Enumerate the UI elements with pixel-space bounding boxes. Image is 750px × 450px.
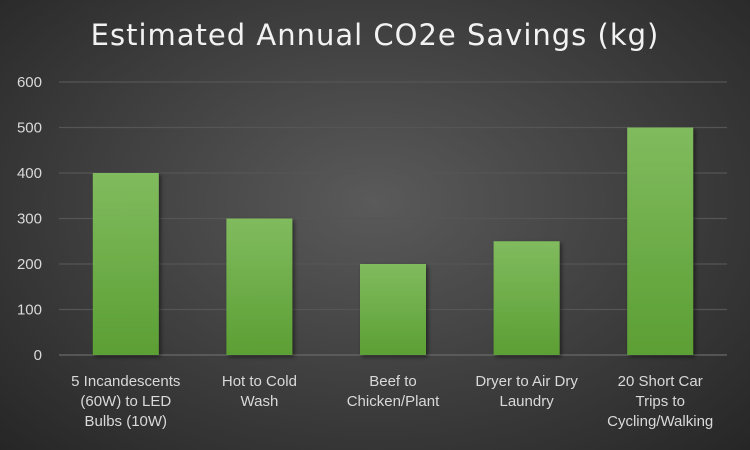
bar bbox=[226, 218, 293, 355]
x-category-label: Cycling/Walking bbox=[607, 413, 713, 430]
x-category-label: (60W) to LED bbox=[80, 393, 171, 410]
y-tick-label: 600 bbox=[17, 74, 42, 91]
x-category-label: Laundry bbox=[499, 393, 554, 410]
y-tick-label: 500 bbox=[17, 120, 42, 137]
bar bbox=[360, 264, 426, 355]
y-tick-label: 300 bbox=[17, 211, 42, 228]
x-category-label: Wash bbox=[241, 393, 279, 410]
y-tick-label: 100 bbox=[17, 302, 42, 319]
x-category-label: Hot to Cold bbox=[222, 373, 297, 390]
x-category-label: Chicken/Plant bbox=[347, 393, 440, 410]
y-tick-label: 400 bbox=[17, 165, 42, 182]
x-category-label: Bulbs (10W) bbox=[85, 413, 168, 430]
x-category-label: Beef to bbox=[369, 373, 417, 390]
x-category-label: Dryer to Air Dry bbox=[475, 373, 578, 390]
x-category-label: 5 Incandescents bbox=[71, 373, 180, 390]
chart-title: Estimated Annual CO2e Savings (kg) bbox=[90, 18, 660, 52]
bar bbox=[493, 241, 560, 355]
bar bbox=[92, 173, 159, 355]
x-category-label: Trips to bbox=[635, 393, 684, 410]
bar bbox=[627, 127, 694, 355]
x-category-label: 20 Short Car bbox=[618, 373, 703, 390]
y-tick-label: 0 bbox=[34, 347, 42, 364]
y-tick-label: 200 bbox=[17, 256, 42, 273]
